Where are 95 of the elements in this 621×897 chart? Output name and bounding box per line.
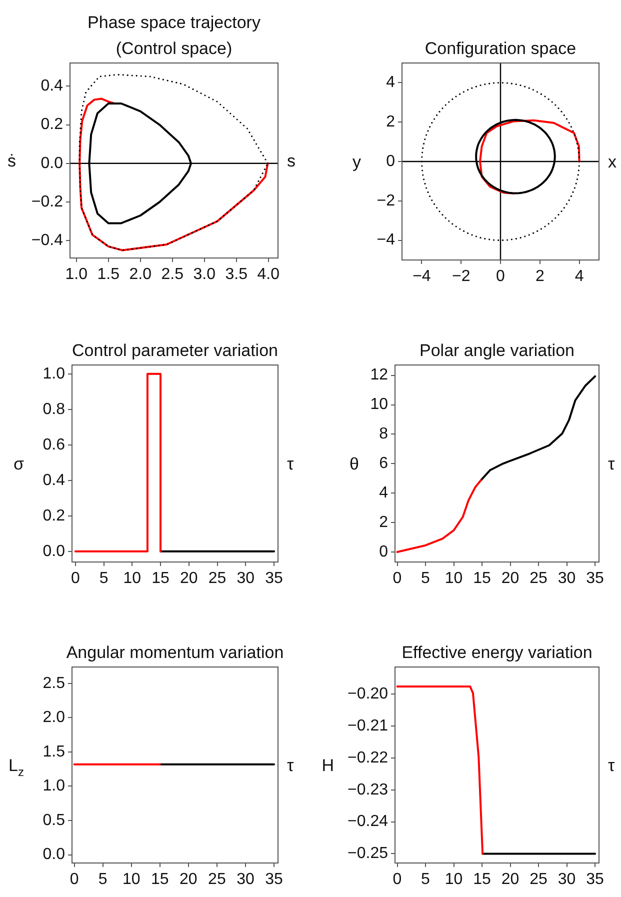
y-tick-label: 1.0 xyxy=(42,778,66,795)
x-tick-label: 4.0 xyxy=(257,266,280,284)
y-tick-label: 0 xyxy=(386,152,396,170)
y-tick-label: 2.5 xyxy=(42,674,66,692)
y-tick-label: 4 xyxy=(379,484,388,502)
x-tick-label: 15 xyxy=(473,570,492,588)
x-tick-label: 30 xyxy=(236,570,255,588)
x-tick-label: 15 xyxy=(150,871,169,888)
y-tick-label: 8 xyxy=(379,426,388,443)
y-tick-label: 0.5 xyxy=(42,812,66,829)
x-axis-title: τ xyxy=(608,756,615,775)
y-tick-label: 2 xyxy=(379,514,388,531)
x-tick-label: 25 xyxy=(208,570,226,588)
x-tick-label: 35 xyxy=(586,871,604,888)
y-tick-label: 0.4 xyxy=(40,78,64,95)
y-tick-label: −0.24 xyxy=(348,813,388,830)
x-axis-title: x xyxy=(608,152,617,172)
y-tick-label: −2 xyxy=(376,192,396,210)
y-axis-title: σ xyxy=(14,454,25,474)
y-tick-label: −0.25 xyxy=(348,845,388,862)
x-tick-label: 1.5 xyxy=(97,266,120,284)
x-axis-title: τ xyxy=(608,454,615,474)
x-tick-label: 25 xyxy=(530,871,548,888)
y-axis-title: ṡ xyxy=(8,152,16,170)
x-tick-label: 35 xyxy=(265,570,284,588)
x-tick-label: 30 xyxy=(558,570,576,588)
x-tick-label: 35 xyxy=(586,570,604,588)
y-axis-title: θ xyxy=(350,454,360,474)
chart-title: Polar angle variation xyxy=(420,341,574,360)
y-tick-label: 0.0 xyxy=(40,154,64,172)
y-axis-title: H xyxy=(322,756,334,775)
x-tick-label: 20 xyxy=(180,871,198,888)
x-tick-label: 25 xyxy=(530,570,548,588)
x-tick-label: 5 xyxy=(421,871,430,888)
y-tick-label: 0.2 xyxy=(40,116,64,134)
x-tick-label: 3.5 xyxy=(225,266,248,284)
x-tick-label: 15 xyxy=(473,871,492,888)
y-tick-label: 0.2 xyxy=(42,507,66,524)
y-tick-label: 0.4 xyxy=(42,472,66,489)
x-tick-label: 2 xyxy=(535,268,544,286)
y-tick-label: 0.8 xyxy=(42,400,66,418)
y-tick-label: 4 xyxy=(386,74,396,92)
y-tick-label: −0.21 xyxy=(348,717,388,734)
x-tick-label: 10 xyxy=(122,871,140,888)
y-tick-label: 10 xyxy=(370,396,388,414)
y-tick-label: −0.20 xyxy=(348,686,388,703)
x-tick-label: 3.0 xyxy=(193,266,216,284)
y-tick-label: −4 xyxy=(376,232,396,249)
x-tick-label: 30 xyxy=(236,871,254,888)
x-tick-label: 5 xyxy=(98,871,108,888)
y-tick-label: −0.22 xyxy=(348,749,388,766)
y-tick-label: 1.0 xyxy=(42,365,66,382)
y-tick-label: −0.2 xyxy=(31,193,64,210)
y-tick-label: 12 xyxy=(370,366,388,384)
x-tick-label: 5 xyxy=(421,570,430,588)
x-tick-label: −2 xyxy=(452,268,470,286)
y-tick-label: 1.5 xyxy=(42,743,66,760)
y-tick-label: −0.4 xyxy=(31,232,64,250)
y-tick-label: 0.6 xyxy=(42,436,66,454)
x-tick-label: −4 xyxy=(412,268,431,286)
x-tick-label: 10 xyxy=(444,871,463,888)
x-tick-label: 10 xyxy=(123,570,142,588)
x-tick-label: 0 xyxy=(70,570,80,588)
chart-title: Angular momentum variation xyxy=(66,643,284,662)
y-tick-label: 0.0 xyxy=(42,542,66,560)
chart-title: Control parameter variation xyxy=(72,341,278,360)
x-tick-label: 25 xyxy=(208,871,226,888)
y-tick-label: 6 xyxy=(379,455,388,472)
x-tick-label: 5 xyxy=(99,570,108,588)
chart-title: Effective energy variation xyxy=(402,643,592,662)
x-axis-title: τ xyxy=(287,454,294,474)
y-tick-label: 0.0 xyxy=(42,846,66,864)
x-tick-label: 20 xyxy=(501,570,520,588)
x-tick-label: 30 xyxy=(558,871,576,888)
x-tick-label: 0 xyxy=(70,871,79,888)
x-tick-label: 2.0 xyxy=(129,266,152,284)
y-tick-label: −0.23 xyxy=(348,781,388,798)
x-tick-label: 2.5 xyxy=(161,266,184,284)
y-tick-label: 2.0 xyxy=(42,709,66,726)
chart-title: Phase space trajectory xyxy=(88,13,261,32)
chart-subtitle: (Control space) xyxy=(116,39,232,58)
x-axis-title: s xyxy=(287,152,296,170)
y-tick-label: 2 xyxy=(386,114,396,131)
x-axis-title: τ xyxy=(287,756,294,775)
x-tick-label: 20 xyxy=(501,871,520,888)
y-axis-title: y xyxy=(352,152,362,172)
x-tick-label: 4 xyxy=(574,268,584,286)
x-tick-label: 35 xyxy=(265,871,284,888)
y-tick-label: 0 xyxy=(379,543,388,560)
x-tick-label: 15 xyxy=(152,570,170,588)
chart-title: Configuration space xyxy=(424,39,576,58)
x-tick-label: 1.0 xyxy=(65,266,88,284)
x-tick-label: 10 xyxy=(444,570,463,588)
x-tick-label: 20 xyxy=(180,570,198,588)
x-tick-label: 0 xyxy=(496,268,506,286)
